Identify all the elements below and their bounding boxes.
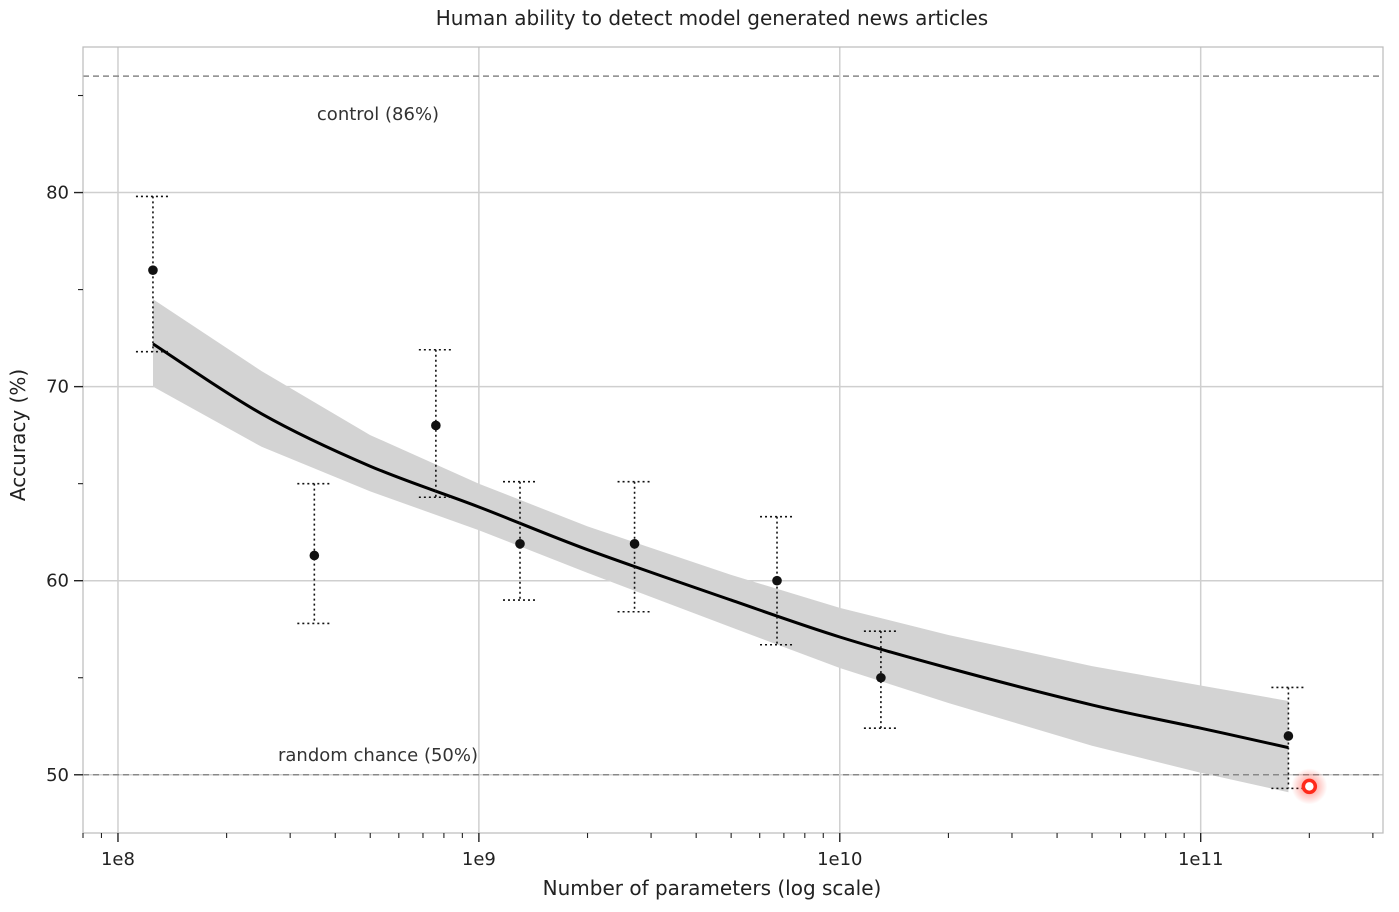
highlight-marker <box>1301 778 1318 795</box>
data-point <box>629 539 640 549</box>
reference-line-label: random chance (50%) <box>278 745 478 766</box>
y-axis-ticks: 50 60 70 80 <box>46 94 83 786</box>
x-axis-ticks: 1e8 1e9 1e10 1e11 <box>82 833 1374 870</box>
confidence-band <box>153 299 1289 793</box>
data-points <box>148 265 1294 741</box>
fit-curve-layer <box>152 342 1289 750</box>
y-tick-label: 50 <box>46 765 69 786</box>
x-axis-label: Number of parameters (log scale) <box>543 876 882 900</box>
chart-title: Human ability to detect model generated … <box>436 6 988 30</box>
data-point <box>772 575 782 586</box>
x-tick-label: 1e8 <box>101 849 135 870</box>
confidence-band-layer <box>153 299 1289 793</box>
y-tick-label: 70 <box>46 377 69 398</box>
data-point <box>148 265 158 275</box>
annotations: control (86%) random chance (50%) <box>278 104 478 766</box>
data-point <box>876 672 886 683</box>
data-point <box>515 539 525 549</box>
fit-curve <box>152 342 1289 750</box>
x-tick-label: 1e10 <box>817 849 862 870</box>
plot-frame <box>82 46 1384 834</box>
data-point <box>431 420 441 431</box>
x-tick-label: 1e9 <box>462 849 496 870</box>
x-tick-label: 1e11 <box>1178 849 1223 870</box>
data-point <box>309 550 320 561</box>
y-tick-label: 60 <box>46 571 69 592</box>
reference-lines <box>83 75 1383 776</box>
reference-line-label: control (86%) <box>317 104 439 125</box>
y-tick-label: 80 <box>46 183 69 204</box>
highlight-marker-layer <box>1291 768 1328 805</box>
data-point <box>1283 731 1294 741</box>
y-axis-label: Accuracy (%) <box>6 369 30 501</box>
